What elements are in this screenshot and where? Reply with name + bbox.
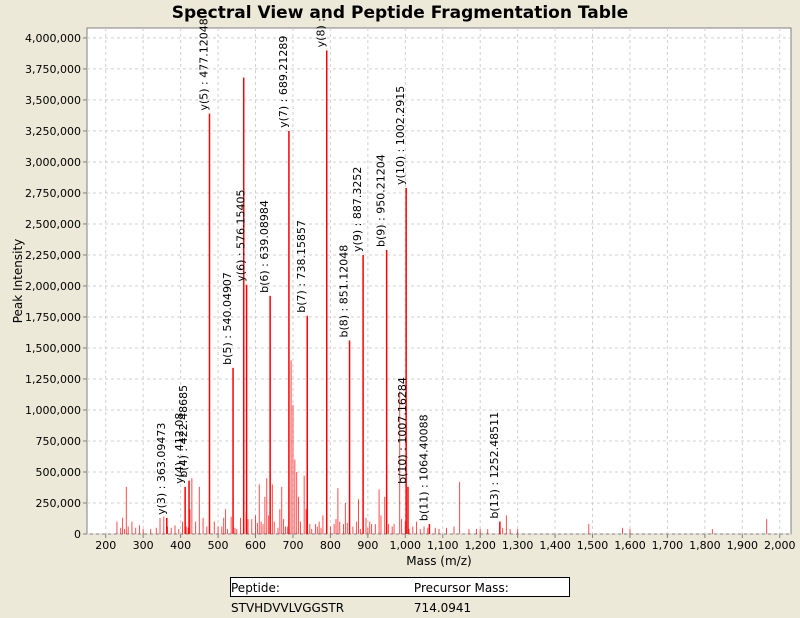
peptide-legend: Peptide: STVHDVVLVGGSTR Precursor Mass: …: [230, 577, 570, 615]
peak-label: y(7) : 689.21289: [277, 36, 290, 128]
peak-label: b(8) : 851.12048: [338, 245, 351, 338]
y-tick-label: 1,250,000: [25, 373, 81, 386]
y-tick-label: 250,000: [36, 497, 82, 510]
peak-label: b(11) : 1064.40088: [417, 414, 430, 521]
x-tick-label: 400: [170, 539, 191, 552]
grid: [87, 28, 791, 535]
x-tick-label: 1,100: [427, 539, 459, 552]
x-tick-label: 1,600: [614, 539, 646, 552]
axes: 0 250,000 500,000 750,000 1,000,000 1,250,000…: [25, 32, 796, 552]
y-tick-label: 1,750,000: [25, 311, 81, 324]
y-tick-label: 3,750,000: [25, 63, 81, 76]
x-tick-label: 1,400: [539, 539, 571, 552]
peak-label: b(4) : 422.48685: [177, 385, 190, 478]
y-tick-label: 4,000,000: [25, 32, 81, 45]
peak-label: y(8) :: [315, 18, 328, 47]
peak-label: b(5) : 540.04907: [221, 272, 234, 365]
y-tick-label: 1,000,000: [25, 404, 81, 417]
x-tick-label: 700: [282, 539, 303, 552]
peak-label: y(5) : 477.12048: [197, 18, 210, 110]
peak-series: [116, 50, 768, 534]
x-tick-label: 800: [320, 539, 341, 552]
peptide-label: Peptide: STVHDVVLVGGSTR: [231, 581, 345, 615]
y-tick-label: 1,500,000: [25, 342, 81, 355]
y-tick-label: 2,750,000: [25, 187, 81, 200]
x-tick-label: 300: [133, 539, 154, 552]
x-tick-label: 1,000: [390, 539, 422, 552]
x-tick-label: 1,200: [464, 539, 496, 552]
x-tick-label: 500: [208, 539, 229, 552]
spectrum-chart: y(3) : 363.09473 y(4) : 412.08b(4) : 422.…: [11, 18, 796, 568]
y-tick-label: 3,250,000: [25, 125, 81, 138]
y-tick-label: 3,500,000: [25, 94, 81, 107]
peak-label: b(6) : 639.08984: [258, 200, 271, 293]
x-tick-label: 600: [245, 539, 266, 552]
x-tick-label: 200: [95, 539, 116, 552]
peak-label: b(7) : 738.15857: [295, 220, 308, 313]
peak-annotations: y(3) : 363.09473 y(4) : 412.08b(4) : 422.…: [155, 18, 501, 521]
y-tick-label: 3,000,000: [25, 156, 81, 169]
x-tick-label: 1,500: [577, 539, 609, 552]
x-tick-label: 1,800: [689, 539, 721, 552]
x-tick-label: 1,700: [652, 539, 684, 552]
y-axis-label: Peak Intensity: [11, 239, 25, 324]
peak-label: b(13) : 1252.48511: [488, 412, 501, 519]
y-tick-label: 750,000: [36, 435, 82, 448]
plot-area: [86, 27, 792, 535]
peak-label: y(3) : 363.09473: [155, 423, 168, 515]
y-tick-label: 2,000,000: [25, 280, 81, 293]
x-tick-label: 1,300: [502, 539, 534, 552]
peak-label: y(6) : 576.15405: [235, 189, 248, 281]
y-tick-label: 0: [74, 528, 81, 541]
precursor-mass-label: Precursor Mass: 714.0941: [413, 581, 509, 615]
y-tick-label: 2,500,000: [25, 218, 81, 231]
x-tick-label: 2,000: [764, 539, 796, 552]
x-tick-label: 900: [357, 539, 378, 552]
peak-label: y(10) : 1002.2915: [394, 86, 407, 185]
peak-label: y(9) : 887.3252: [351, 167, 364, 252]
chart-title: Spectral View and Peptide Fragmentation …: [171, 3, 629, 23]
x-tick-label: 1,900: [727, 539, 759, 552]
x-axis-label: Mass (m/z): [406, 554, 471, 568]
peak-label: b(10) : 1007.16284: [396, 377, 409, 484]
peak-label: y(4) : 412.08: [173, 413, 186, 484]
y-tick-label: 500,000: [36, 466, 82, 479]
y-tick-label: 2,250,000: [25, 249, 81, 262]
peak-label: b(9) : 950.21204: [375, 154, 388, 247]
